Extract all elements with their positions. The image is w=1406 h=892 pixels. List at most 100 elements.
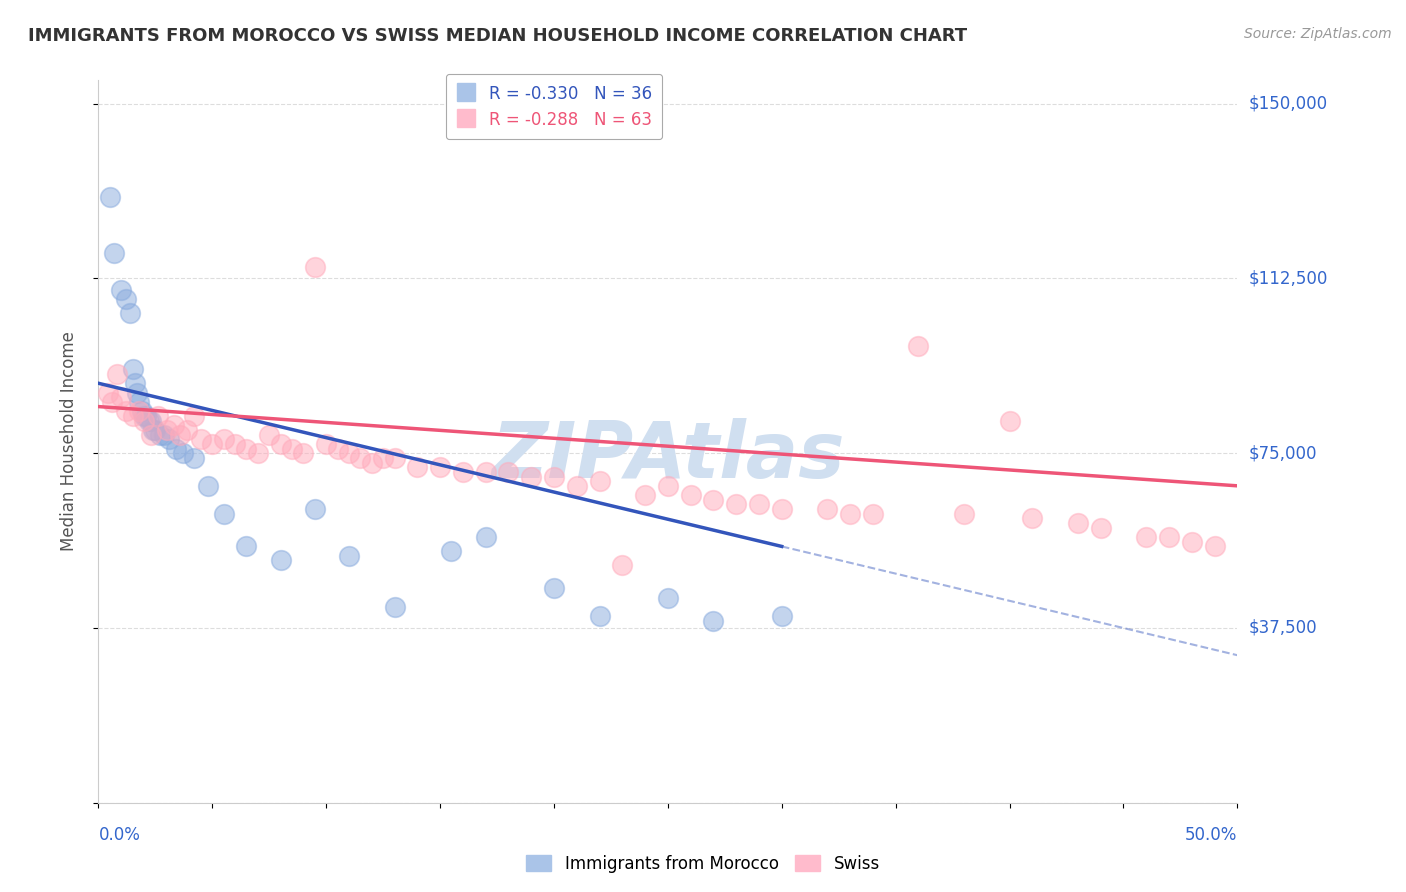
Point — [907, 339, 929, 353]
Point — [588, 474, 610, 488]
Point — [212, 432, 235, 446]
Text: 50.0%: 50.0% — [1185, 826, 1237, 844]
Point — [1067, 516, 1090, 530]
Point — [132, 413, 155, 427]
Point — [406, 460, 429, 475]
Point — [146, 409, 169, 423]
Point — [145, 423, 167, 437]
Point — [224, 437, 246, 451]
Point — [156, 423, 179, 437]
Point — [281, 442, 304, 456]
Point — [127, 385, 149, 400]
Point — [110, 283, 132, 297]
Point — [132, 409, 155, 423]
Point — [371, 450, 394, 465]
Point — [304, 502, 326, 516]
Point — [135, 409, 157, 423]
Point — [153, 427, 176, 442]
Point — [114, 404, 136, 418]
Point — [657, 591, 679, 605]
Point — [498, 465, 520, 479]
Point — [770, 609, 793, 624]
Point — [110, 390, 132, 404]
Point — [176, 423, 198, 437]
Point — [128, 395, 150, 409]
Point — [149, 427, 172, 442]
Point — [725, 498, 748, 512]
Point — [1157, 530, 1180, 544]
Text: IMMIGRANTS FROM MOROCCO VS SWISS MEDIAN HOUSEHOLD INCOME CORRELATION CHART: IMMIGRANTS FROM MOROCCO VS SWISS MEDIAN … — [28, 27, 967, 45]
Point — [315, 437, 337, 451]
Text: ZIPAtlas: ZIPAtlas — [491, 418, 845, 494]
Text: $112,500: $112,500 — [1249, 269, 1327, 287]
Point — [172, 446, 194, 460]
Point — [702, 492, 724, 507]
Point — [139, 427, 162, 442]
Point — [105, 367, 128, 381]
Point — [337, 446, 360, 460]
Point — [657, 479, 679, 493]
Text: $37,500: $37,500 — [1249, 619, 1317, 637]
Legend: Immigrants from Morocco, Swiss: Immigrants from Morocco, Swiss — [520, 848, 886, 880]
Point — [384, 450, 406, 465]
Point — [815, 502, 838, 516]
Text: $75,000: $75,000 — [1249, 444, 1317, 462]
Point — [183, 450, 205, 465]
Point — [384, 600, 406, 615]
Point — [451, 465, 474, 479]
Point — [440, 544, 463, 558]
Point — [270, 437, 292, 451]
Point — [702, 614, 724, 628]
Point — [543, 469, 565, 483]
Point — [96, 385, 118, 400]
Point — [1135, 530, 1157, 544]
Point — [183, 409, 205, 423]
Point — [165, 442, 187, 456]
Point — [120, 306, 142, 320]
Point — [565, 479, 588, 493]
Point — [429, 460, 451, 475]
Point — [142, 423, 165, 437]
Point — [474, 530, 496, 544]
Point — [157, 432, 180, 446]
Point — [1181, 534, 1204, 549]
Point — [292, 446, 315, 460]
Point — [770, 502, 793, 516]
Point — [139, 413, 162, 427]
Point — [862, 507, 884, 521]
Point — [998, 413, 1021, 427]
Text: $150,000: $150,000 — [1249, 95, 1327, 112]
Point — [337, 549, 360, 563]
Point — [235, 540, 257, 554]
Point — [304, 260, 326, 274]
Point — [131, 404, 153, 418]
Point — [1021, 511, 1043, 525]
Text: Source: ZipAtlas.com: Source: ZipAtlas.com — [1244, 27, 1392, 41]
Point — [360, 456, 382, 470]
Point — [235, 442, 257, 456]
Point — [201, 437, 224, 451]
Point — [246, 446, 269, 460]
Point — [612, 558, 634, 572]
Point — [98, 190, 121, 204]
Point — [839, 507, 862, 521]
Legend: R = -0.330   N = 36, R = -0.288   N = 63: R = -0.330 N = 36, R = -0.288 N = 63 — [446, 74, 662, 139]
Point — [101, 395, 124, 409]
Point — [543, 582, 565, 596]
Point — [588, 609, 610, 624]
Point — [634, 488, 657, 502]
Point — [114, 293, 136, 307]
Point — [121, 409, 143, 423]
Point — [197, 479, 219, 493]
Point — [212, 507, 235, 521]
Point — [474, 465, 496, 479]
Text: 0.0%: 0.0% — [98, 826, 141, 844]
Point — [1204, 540, 1226, 554]
Point — [1090, 521, 1112, 535]
Point — [270, 553, 292, 567]
Point — [679, 488, 702, 502]
Point — [169, 427, 191, 442]
Point — [124, 376, 146, 391]
Point — [259, 427, 281, 442]
Point — [121, 362, 143, 376]
